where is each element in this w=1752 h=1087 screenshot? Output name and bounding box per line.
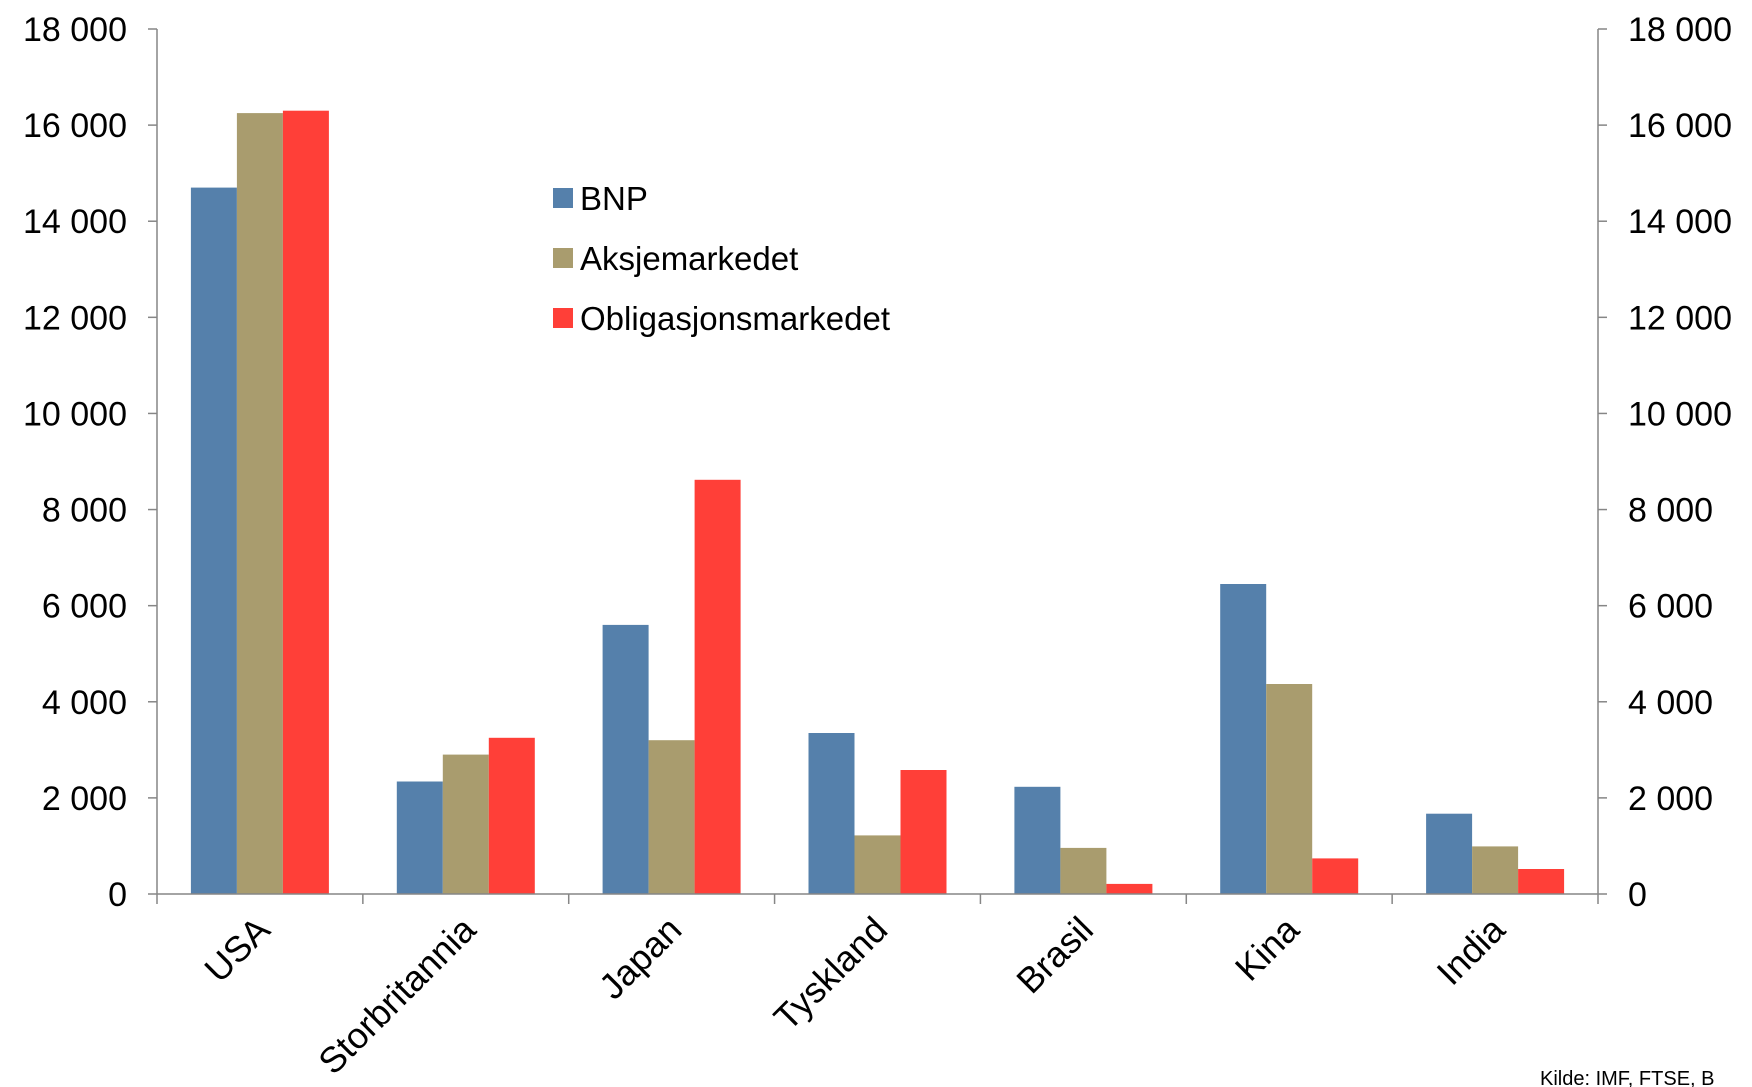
y-tick-label-left: 14 000 [23, 203, 127, 241]
bar-aksjemarkedet-brasil [1060, 847, 1107, 894]
bar-bnp-japan [602, 624, 649, 894]
bars-group [190, 110, 1565, 895]
legend-label: Obligasjonsmarkedet [580, 300, 890, 337]
y-tick-label-right: 14 000 [1628, 203, 1732, 241]
bar-bnp-kina [1220, 584, 1267, 894]
bar-aksjemarkedet-usa [236, 113, 283, 895]
y-tick-label-left: 8 000 [42, 492, 127, 530]
y-tick-label-left: 0 [108, 876, 127, 914]
bar-aksjemarkedet-kina [1266, 684, 1313, 894]
legend: BNP Aksjemarkedet Obligasjonsmarkedet [553, 180, 890, 337]
bar-bnp-storbritannia [396, 781, 443, 894]
y-tick-label-left: 4 000 [42, 684, 127, 722]
y-tick-label-right: 0 [1628, 876, 1647, 914]
bar-bnp-tyskland [808, 733, 855, 894]
x-category-label: India [1429, 908, 1514, 993]
bar-aksjemarkedet-india [1472, 846, 1519, 894]
bar-aksjemarkedet-storbritannia [442, 754, 489, 894]
y-tick-label-left: 6 000 [42, 588, 127, 626]
y-tick-label-right: 6 000 [1628, 588, 1713, 626]
bar-obligasjonsmarkedet-usa [282, 110, 329, 894]
y-tick-label-right: 4 000 [1628, 684, 1713, 722]
source-note: Kilde: IMF, FTSE, B [1540, 1068, 1714, 1087]
x-category-label: Japan [591, 909, 689, 1007]
y-tick-label-right: 10 000 [1628, 395, 1732, 433]
bar-aksjemarkedet-japan [648, 740, 695, 894]
bar-obligasjonsmarkedet-india [1518, 869, 1565, 894]
legend-swatch [553, 308, 573, 328]
bar-bnp-usa [190, 187, 237, 895]
x-category-label: Tyskland [766, 909, 895, 1038]
legend-swatch [553, 248, 573, 268]
x-category-label: Brasil [1008, 909, 1101, 1002]
legend-label: BNP [580, 180, 648, 217]
bar-obligasjonsmarkedet-tyskland [900, 770, 947, 894]
bar-obligasjonsmarkedet-japan [694, 479, 741, 894]
bar-obligasjonsmarkedet-kina [1312, 858, 1359, 894]
y-tick-label-right: 8 000 [1628, 492, 1713, 530]
bar-bnp-brasil [1014, 786, 1061, 894]
y-tick-label-left: 16 000 [23, 107, 127, 145]
y-tick-label-right: 16 000 [1628, 107, 1732, 145]
y-tick-label-left: 18 000 [23, 11, 127, 49]
y-tick-label-right: 12 000 [1628, 299, 1732, 337]
bar-aksjemarkedet-tyskland [854, 835, 901, 894]
bar-obligasjonsmarkedet-storbritannia [488, 737, 535, 894]
bar-bnp-india [1426, 813, 1473, 894]
y-tick-label-left: 2 000 [42, 780, 127, 818]
legend-swatch [553, 188, 573, 208]
x-category-label: Kina [1227, 908, 1308, 989]
x-category-label: USA [196, 909, 277, 990]
y-tick-label-right: 18 000 [1628, 11, 1732, 49]
y-tick-label-right: 2 000 [1628, 780, 1713, 818]
y-tick-label-left: 12 000 [23, 299, 127, 337]
bar-obligasjonsmarkedet-brasil [1106, 883, 1153, 894]
x-category-label: Storbritannia [310, 908, 484, 1082]
y-tick-label-left: 10 000 [23, 395, 127, 433]
legend-label: Aksjemarkedet [580, 240, 798, 277]
